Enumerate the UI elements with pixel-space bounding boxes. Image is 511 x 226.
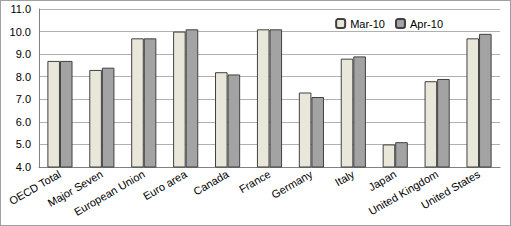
- svg-text:Italy: Italy: [333, 168, 357, 189]
- svg-text:European Union: European Union: [72, 168, 147, 218]
- svg-text:4.0: 4.0: [16, 161, 31, 173]
- svg-text:Japan: Japan: [366, 168, 398, 193]
- svg-text:9.0: 9.0: [16, 48, 31, 60]
- svg-text:Germany: Germany: [269, 168, 315, 201]
- svg-text:Euro area: Euro area: [141, 167, 190, 202]
- svg-text:7.0: 7.0: [16, 93, 31, 105]
- svg-text:Canada: Canada: [191, 167, 231, 197]
- svg-text:United Kingdom: United Kingdom: [366, 168, 440, 217]
- svg-text:11.0: 11.0: [10, 3, 31, 15]
- svg-text:Major Seven: Major Seven: [45, 167, 105, 209]
- svg-text:United States: United States: [419, 168, 483, 212]
- svg-text:6.0: 6.0: [16, 116, 31, 128]
- svg-text:Apr-10: Apr-10: [410, 18, 443, 30]
- svg-text:5.0: 5.0: [16, 138, 31, 150]
- svg-text:OECD Total: OECD Total: [6, 167, 63, 208]
- svg-text:Mar-10: Mar-10: [350, 18, 385, 30]
- svg-text:France: France: [237, 168, 273, 195]
- svg-text:10.0: 10.0: [10, 26, 31, 38]
- svg-text:8.0: 8.0: [16, 71, 31, 83]
